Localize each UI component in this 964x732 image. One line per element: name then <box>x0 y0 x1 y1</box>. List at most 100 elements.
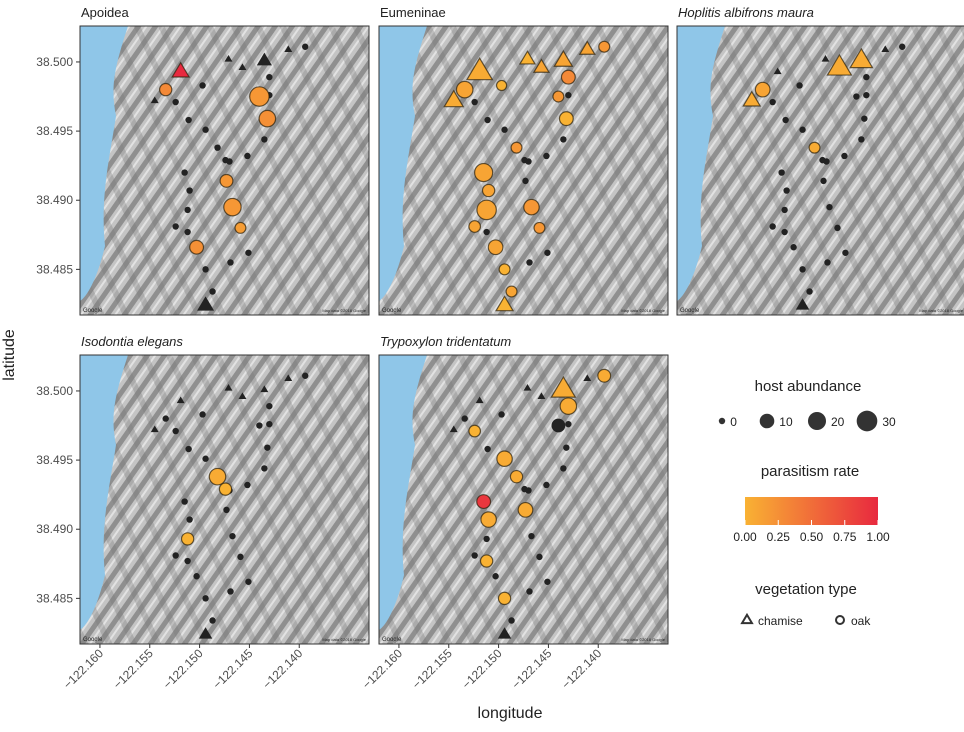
y-tick-label: 38.485 <box>36 591 73 605</box>
point-oak <box>172 428 178 434</box>
point-oak <box>543 482 549 488</box>
point-oak <box>244 482 250 488</box>
point-oak <box>245 250 251 256</box>
attribution: Google <box>680 308 700 314</box>
legend-size-label: 20 <box>831 415 845 429</box>
point-oak <box>497 80 507 90</box>
y-tick-label: 38.490 <box>36 193 73 207</box>
point-oak <box>481 512 496 527</box>
attribution: Map data ©2018 Google <box>621 637 665 642</box>
point-oak <box>552 419 566 433</box>
x-tick-label: −122.140 <box>559 646 605 692</box>
point-oak <box>483 536 489 542</box>
point-oak <box>778 169 784 175</box>
point-oak <box>544 579 550 585</box>
point-oak <box>209 617 215 623</box>
point-oak <box>256 422 262 428</box>
point-oak <box>796 82 802 88</box>
point-oak <box>469 221 481 233</box>
point-oak <box>781 207 787 213</box>
attribution: Map data ©2018 Google <box>919 308 963 313</box>
point-oak <box>819 157 825 163</box>
point-oak <box>185 117 191 123</box>
point-oak <box>186 516 192 522</box>
point-oak <box>172 223 178 229</box>
point-oak <box>799 266 805 272</box>
point-oak <box>536 554 542 560</box>
x-tick-label: −122.150 <box>459 646 505 692</box>
point-oak <box>184 207 190 213</box>
point-oak <box>841 153 847 159</box>
point-oak <box>842 250 848 256</box>
point-oak <box>483 184 495 196</box>
point-oak <box>266 403 272 409</box>
point-oak <box>824 259 830 265</box>
y-axis-label: latitude <box>1 329 18 381</box>
attribution: Google <box>83 637 103 643</box>
point-oak <box>834 225 840 231</box>
legend-size-key <box>808 412 826 430</box>
legend-shape-label: oak <box>851 614 871 628</box>
point-oak <box>235 222 246 233</box>
x-tick-label: −122.160 <box>61 646 107 692</box>
point-oak <box>565 421 571 427</box>
point-oak <box>209 468 225 484</box>
x-tick-label: −122.155 <box>409 646 455 692</box>
point-oak <box>202 595 208 601</box>
legend-shape-label: chamise <box>758 614 803 628</box>
point-oak <box>214 144 220 150</box>
x-tick-label: −122.150 <box>160 646 206 692</box>
legend-size-key <box>719 418 725 424</box>
point-oak <box>302 44 308 50</box>
facet-title: Apoidea <box>81 5 129 20</box>
point-oak <box>259 110 275 126</box>
point-oak <box>497 451 512 466</box>
point-oak <box>506 286 517 297</box>
point-oak <box>190 240 204 254</box>
point-oak <box>853 93 859 99</box>
point-oak <box>863 74 869 80</box>
legend-size-label: 30 <box>882 415 896 429</box>
attribution: Map data ©2018 Google <box>322 637 366 642</box>
y-tick-label: 38.490 <box>36 522 73 536</box>
x-tick-label: −122.155 <box>110 646 156 692</box>
map-background <box>80 355 369 644</box>
point-oak <box>163 415 169 421</box>
point-oak <box>563 444 569 450</box>
point-oak <box>227 259 233 265</box>
point-oak <box>526 588 532 594</box>
point-oak <box>769 223 775 229</box>
point-oak <box>222 157 228 163</box>
point-oak <box>185 446 191 452</box>
point-oak <box>193 573 199 579</box>
y-tick-label: 38.500 <box>36 55 73 69</box>
x-axis-label: longitude <box>478 705 543 722</box>
x-tick-label: −122.145 <box>509 646 555 692</box>
point-oak <box>223 507 229 513</box>
point-oak <box>498 592 510 604</box>
point-oak <box>501 127 507 133</box>
legend-size-key <box>857 411 878 432</box>
legend-title: host abundance <box>755 378 862 395</box>
point-oak <box>250 87 269 106</box>
point-oak <box>899 44 905 50</box>
point-oak <box>261 136 267 142</box>
point-oak <box>511 142 522 153</box>
legend-size-label: 10 <box>779 415 793 429</box>
point-oak <box>524 199 539 214</box>
point-oak <box>227 588 233 594</box>
facet-title: Eumeninae <box>380 5 446 20</box>
point-oak <box>559 112 573 126</box>
attribution: Map data ©2018 Google <box>621 308 665 313</box>
point-oak <box>863 92 869 98</box>
point-oak <box>522 178 528 184</box>
point-oak <box>599 41 610 52</box>
point-oak <box>560 465 566 471</box>
point-oak <box>209 288 215 294</box>
point-oak <box>783 187 789 193</box>
point-oak <box>769 99 775 105</box>
point-oak <box>508 617 514 623</box>
x-tick-label: −122.145 <box>210 646 256 692</box>
point-oak <box>182 533 194 545</box>
point-oak <box>462 415 468 421</box>
